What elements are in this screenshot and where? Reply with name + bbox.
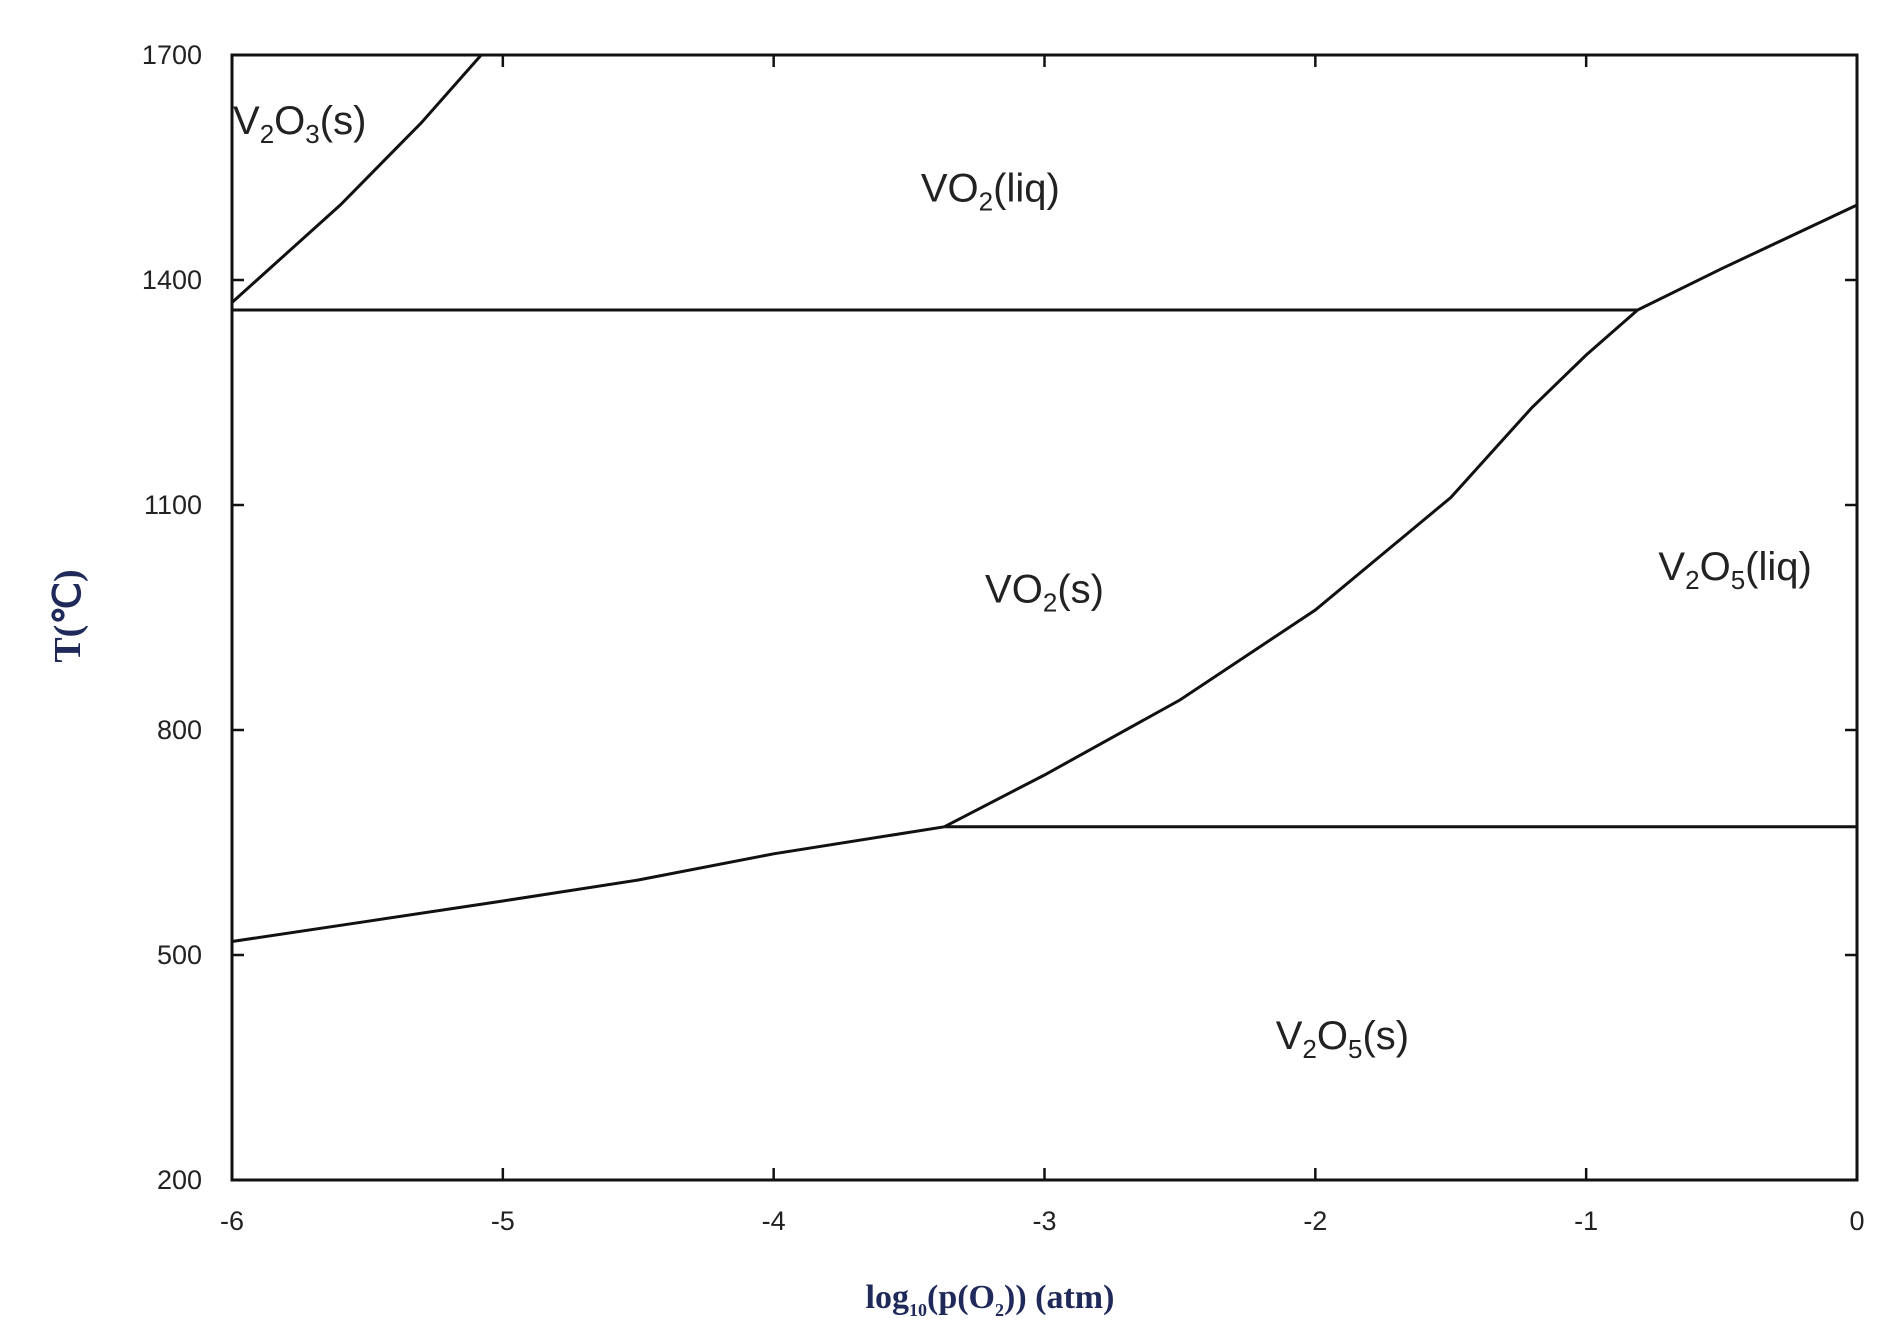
y-tick-label: 1400: [142, 265, 202, 295]
axis-ticks: [230, 53, 1859, 1182]
y-tick-label: 500: [157, 940, 202, 970]
x-tick-label: -6: [220, 1206, 244, 1236]
boundary-v2o3-vo2liq: [230, 54, 483, 304]
y-axis-title: T(℃): [47, 569, 89, 662]
boundary-vo2s-v2o5liq: [943, 308, 1639, 829]
x-tick-label: -5: [491, 1206, 515, 1236]
phase-boundaries: [230, 54, 1858, 943]
phase-region-label: V2O5(s): [1276, 1014, 1409, 1064]
x-axis-title: log10(p(O2)) (atm): [866, 1279, 1115, 1320]
phase-region-labels: V2O3(s) VO2(liq) VO2(s) V2O5(liq) V2O5(s): [233, 99, 1812, 1064]
y-tick-label: 800: [157, 715, 202, 745]
phase-region-label: VO2(liq): [921, 166, 1060, 216]
phase-region-label: V2O3(s): [233, 99, 366, 149]
x-tick-label: -1: [1574, 1206, 1598, 1236]
y-tick-label: 1700: [142, 40, 202, 70]
tick-labels: -6 -5 -4 -3 -2 -1 0 200 500 800 1100 1400 1700: [142, 40, 1865, 1236]
plot-frame: [230, 53, 1859, 1182]
x-tick-label: -3: [1032, 1206, 1056, 1236]
x-tick-label: -4: [762, 1206, 786, 1236]
boundary-vo2s-v2o5s: [231, 825, 945, 943]
x-tick-label: 0: [1849, 1206, 1864, 1236]
y-tick-label: 1100: [144, 490, 202, 520]
x-tick-label: -2: [1303, 1206, 1327, 1236]
boundary-vo2liq-v2o5liq: [1636, 203, 1858, 312]
y-tick-label: 200: [157, 1165, 202, 1195]
phase-region-label: VO2(s): [985, 568, 1104, 618]
phase-region-label: V2O5(liq): [1658, 545, 1811, 595]
